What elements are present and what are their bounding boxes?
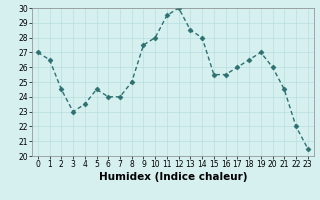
X-axis label: Humidex (Indice chaleur): Humidex (Indice chaleur)	[99, 172, 247, 182]
